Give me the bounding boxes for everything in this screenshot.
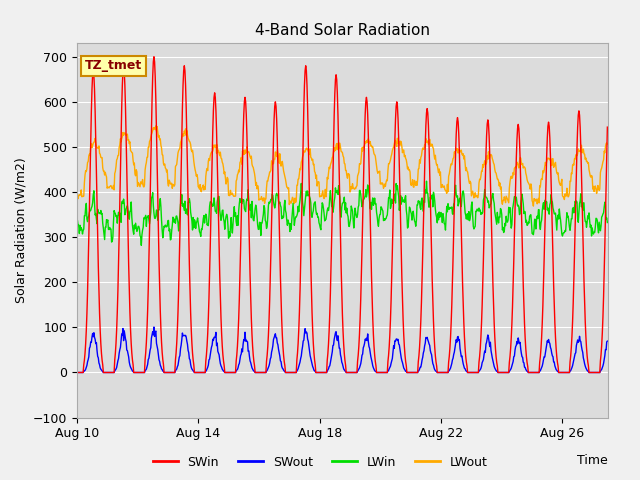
LWout — [339, 150, 346, 156]
Text: Time: Time — [577, 454, 608, 467]
Line: SWout: SWout — [77, 327, 607, 372]
SWout — [369, 365, 377, 371]
LWin — [301, 206, 308, 212]
LWin — [372, 201, 380, 206]
SWout — [73, 370, 81, 375]
SWout — [208, 342, 216, 348]
Title: 4-Band Solar Radiation: 4-Band Solar Radiation — [255, 23, 430, 38]
Text: TZ_tmet: TZ_tmet — [84, 60, 142, 72]
SWout — [150, 324, 158, 330]
SWout — [301, 331, 308, 336]
LWin — [208, 202, 216, 208]
Line: SWin: SWin — [77, 57, 607, 372]
LWout — [369, 147, 377, 153]
LWin — [73, 218, 81, 224]
LWout — [152, 123, 160, 129]
LWin — [369, 203, 377, 208]
Y-axis label: Solar Radiation (W/m2): Solar Radiation (W/m2) — [14, 157, 27, 303]
SWin — [604, 124, 611, 130]
SWin — [369, 332, 377, 337]
LWout — [73, 193, 81, 199]
LWin — [604, 220, 611, 226]
SWin — [339, 312, 346, 317]
LWout — [208, 149, 216, 155]
LWout — [372, 158, 380, 164]
SWout — [372, 369, 380, 374]
Line: LWout: LWout — [77, 126, 607, 206]
SWin — [73, 370, 81, 375]
LWin — [339, 200, 346, 206]
SWin — [301, 82, 308, 88]
SWin — [372, 362, 380, 368]
LWin — [138, 242, 145, 248]
SWin — [208, 154, 216, 160]
Line: LWin: LWin — [77, 181, 607, 245]
SWout — [431, 367, 438, 372]
SWin — [150, 54, 158, 60]
Legend: SWin, SWout, LWin, LWout: SWin, SWout, LWin, LWout — [147, 451, 493, 474]
LWin — [431, 206, 439, 212]
LWout — [529, 203, 537, 209]
SWin — [431, 345, 438, 350]
LWout — [431, 156, 438, 162]
SWout — [339, 361, 346, 367]
LWin — [422, 178, 430, 184]
LWout — [301, 149, 308, 155]
LWout — [604, 141, 611, 147]
SWout — [604, 338, 611, 344]
